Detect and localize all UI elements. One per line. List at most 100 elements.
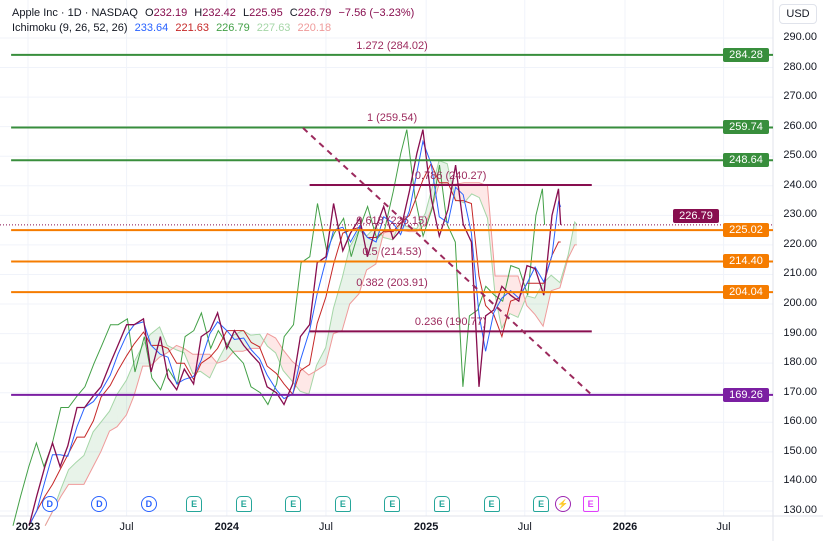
event-marker-d-icon[interactable]: D	[41, 496, 58, 512]
y-tick-label: 150.00	[783, 444, 817, 457]
chikou-line	[12, 129, 546, 526]
event-marker-e-icon[interactable]: E	[483, 496, 500, 512]
event-marker-d-icon[interactable]: D	[91, 496, 108, 512]
event-marker-e-icon[interactable]: E	[285, 496, 302, 512]
tenkan-value: 233.64	[134, 22, 169, 34]
ichimoku-cloud-segment	[200, 354, 210, 378]
ichimoku-cloud-segment	[209, 354, 218, 378]
y-tick-label: 260.00	[783, 119, 817, 132]
y-tick-label: 140.00	[783, 474, 817, 487]
low-label: L	[242, 7, 250, 19]
change-value: −7.56 (−3.23%)	[338, 7, 415, 19]
ichimoku-cloud-segment	[518, 275, 527, 318]
currency-button[interactable]: USD	[779, 4, 817, 24]
ichimoku-cloud-segment	[100, 411, 110, 452]
ichimoku-cloud-segment	[76, 455, 84, 485]
x-tick-label: Jul	[517, 521, 532, 533]
ichimoku-cloud-segment	[509, 275, 519, 318]
ichimoku-cloud-segment	[117, 380, 127, 427]
ichimoku-cloud-segment	[534, 283, 544, 327]
fib-price-tag: 169.26	[723, 387, 769, 402]
ichimoku-cloud-segment	[551, 275, 560, 291]
ichimoku-cloud-segment	[233, 330, 243, 352]
y-tick-label: 290.00	[783, 31, 817, 43]
ichimoku-cloud-segment	[316, 347, 326, 371]
fib-level-label: 0.236 (190.77)	[414, 316, 487, 329]
y-tick-label: 230.00	[783, 208, 817, 221]
y-tick-label: 280.00	[783, 60, 817, 73]
event-marker-e-icon[interactable]: E	[235, 496, 252, 512]
ichimoku-cloud-segment	[464, 182, 472, 203]
x-tick-label: 2024	[214, 521, 240, 533]
y-tick-label: 250.00	[783, 149, 817, 162]
event-marker-e-icon[interactable]: E	[533, 496, 550, 512]
fib-price-tag: 204.04	[723, 285, 769, 300]
close-value: 226.79	[297, 7, 332, 19]
x-tick-label: 2026	[612, 521, 638, 533]
event-marker-e-icon[interactable]: E	[384, 496, 401, 512]
symbol-title[interactable]: Apple Inc · 1D · NASDAQ	[12, 7, 138, 19]
fib-price-tag: 284.28	[723, 47, 769, 62]
close-label: C	[289, 7, 298, 19]
ichimoku-cloud-segment	[479, 182, 488, 219]
ichimoku-cloud-segment	[159, 326, 168, 358]
low-value: 225.95	[249, 7, 283, 19]
fib-price-tag: 248.64	[723, 153, 769, 168]
span-b-value: 220.18	[297, 22, 332, 34]
ichimoku-cloud-segment	[300, 367, 309, 395]
y-tick-label: 180.00	[783, 356, 817, 369]
event-marker-e-icon[interactable]: E	[433, 496, 450, 512]
fib-level-label: 0.618 (225.15)	[356, 215, 428, 228]
y-tick-label: 200.00	[783, 297, 817, 310]
ichimoku-cloud-segment	[275, 338, 284, 371]
x-tick-label: Jul	[716, 521, 731, 533]
high-label: H	[194, 7, 203, 19]
ichimoku-cloud-segment	[83, 431, 94, 485]
ichimoku-cloud-segment	[60, 469, 69, 497]
ichimoku-cloud-segment	[93, 422, 101, 467]
symbol-legend: Apple Inc · 1D · NASDAQ O232.19 H232.42 …	[12, 6, 418, 21]
fib-level-label: 1.272 (284.02)	[356, 39, 428, 52]
ichimoku-cloud-segment	[109, 394, 118, 432]
x-tick-label: 2023	[15, 521, 41, 533]
kijun-line	[28, 162, 561, 526]
y-tick-label: 170.00	[783, 385, 817, 398]
ichimoku-cloud-segment	[250, 334, 260, 349]
event-marker-e-icon[interactable]: E	[186, 496, 203, 512]
high-value: 232.42	[202, 7, 236, 19]
x-tick-label: Jul	[318, 521, 333, 533]
tenkan-line	[28, 139, 562, 526]
fib-level-label: 1 (259.54)	[366, 112, 418, 125]
fib-price-tag: 214.40	[723, 254, 769, 269]
ichimoku-cloud-segment	[150, 326, 160, 367]
y-tick-label: 220.00	[783, 237, 817, 250]
indicator-legend: Ichimoku (9, 26, 52, 26) 233.64 221.63 2…	[12, 21, 418, 36]
price-line	[28, 129, 562, 526]
fib-level-label: 0.5 (214.53)	[362, 246, 422, 259]
kijun-value: 221.63	[175, 22, 209, 34]
event-marker-f-icon[interactable]: E	[582, 496, 599, 512]
open-label: O	[145, 7, 154, 19]
event-marker-s-icon[interactable]: ⚡	[554, 496, 571, 512]
ichimoku-cloud-segment	[126, 362, 134, 415]
event-marker-d-icon[interactable]: D	[140, 496, 157, 512]
fib-price-tag: 225.02	[723, 223, 769, 238]
ichimoku-cloud-segment	[283, 349, 293, 382]
y-tick-label: 190.00	[783, 326, 817, 339]
open-value: 232.19	[153, 7, 188, 19]
event-marker-e-icon[interactable]: E	[334, 496, 351, 512]
ichimoku-cloud-segment	[133, 345, 143, 396]
fib-level-label: 0.786 (240.27)	[414, 170, 487, 182]
ichimoku-cloud-segment	[574, 222, 577, 245]
y-tick-label: 270.00	[783, 90, 817, 103]
x-tick-label: Jul	[119, 521, 134, 533]
ichimoku-cloud-segment	[325, 308, 334, 365]
ichimoku-cloud-segment	[471, 182, 480, 198]
indicator-title[interactable]: Ichimoku (9, 26, 52, 26)	[12, 22, 128, 34]
ichimoku-cloud-segment	[176, 345, 185, 353]
ichimoku-cloud-segment	[526, 295, 535, 315]
ichimoku-cloud-segment	[267, 333, 276, 353]
y-tick-label: 240.00	[783, 178, 817, 191]
last-price-tag: 226.79	[673, 208, 719, 223]
